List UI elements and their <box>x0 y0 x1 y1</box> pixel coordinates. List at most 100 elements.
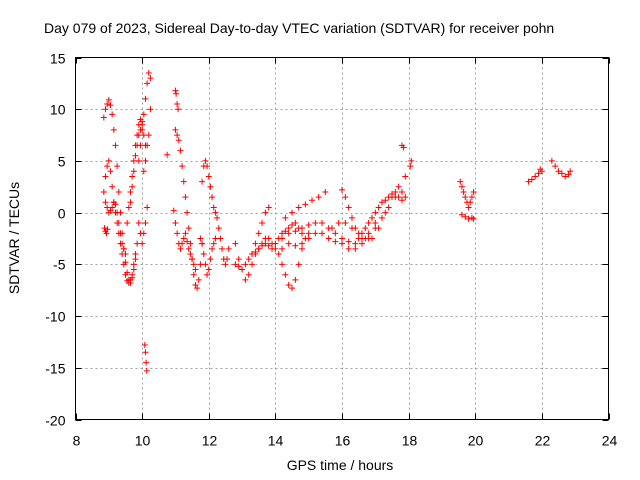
data-point <box>141 342 148 349</box>
data-point <box>372 219 379 226</box>
series-pass-g <box>135 70 154 164</box>
data-point <box>375 204 382 211</box>
data-point <box>107 102 114 109</box>
data-point <box>548 157 555 164</box>
data-point <box>299 245 306 252</box>
data-point <box>292 228 299 235</box>
data-point <box>177 245 184 252</box>
data-point <box>170 207 177 214</box>
y-tick-labels: -20 -15 -10 -5 0 5 10 15 <box>45 51 65 429</box>
series-pass-r <box>232 219 306 273</box>
data-point <box>172 219 179 226</box>
data-point <box>129 271 136 278</box>
series-pass-l <box>172 87 182 113</box>
data-point <box>232 261 239 268</box>
data-point <box>135 132 142 139</box>
data-point <box>400 144 407 151</box>
data-point <box>348 214 355 221</box>
data-point <box>255 230 262 237</box>
data-point <box>101 225 108 232</box>
data-point <box>245 256 252 263</box>
data-point <box>199 240 206 247</box>
data-point <box>365 235 372 242</box>
data-point <box>555 168 562 175</box>
data-point <box>302 201 309 208</box>
data-point <box>468 194 475 201</box>
data-point <box>184 209 191 216</box>
data-point <box>289 285 296 292</box>
data-point <box>102 106 109 113</box>
data-point <box>398 188 405 195</box>
data-point <box>408 157 415 164</box>
series-pass-d <box>101 225 111 237</box>
data-point <box>332 230 339 237</box>
data-point <box>102 173 109 180</box>
data-point <box>119 240 126 247</box>
data-point <box>130 261 137 268</box>
data-point <box>358 230 365 237</box>
series-pass-h <box>135 204 151 247</box>
grid-lines <box>75 57 609 420</box>
data-point <box>205 266 212 273</box>
data-point <box>265 204 272 211</box>
data-point <box>565 171 572 178</box>
data-point <box>144 80 151 87</box>
data-point <box>212 235 219 242</box>
data-point <box>385 204 392 211</box>
series-pass-p <box>197 235 219 278</box>
data-point <box>358 240 365 247</box>
data-point <box>210 240 217 247</box>
data-point <box>242 276 249 283</box>
data-point <box>174 101 181 108</box>
data-point <box>125 279 132 286</box>
data-point <box>339 235 345 242</box>
y-tick-label: -5 <box>53 257 66 273</box>
series-pass-s <box>249 204 272 258</box>
data-point <box>224 256 231 263</box>
data-point <box>342 219 349 226</box>
data-point <box>127 199 134 206</box>
series-pass-c <box>100 188 129 258</box>
data-point <box>103 230 110 237</box>
data-point <box>204 163 211 170</box>
data-point <box>295 204 302 211</box>
data-point <box>110 126 117 133</box>
data-point <box>315 194 322 201</box>
series-pass-ab <box>525 166 545 185</box>
data-point <box>292 242 299 249</box>
data-point <box>175 137 182 144</box>
data-point <box>352 225 359 232</box>
data-point <box>259 219 266 226</box>
series-pass-m <box>172 126 206 292</box>
data-point <box>552 163 559 170</box>
data-point <box>204 271 211 278</box>
data-point <box>305 235 312 242</box>
data-point <box>124 219 131 226</box>
data-point <box>528 176 535 183</box>
series-pass-x <box>398 142 407 151</box>
data-point <box>462 194 469 201</box>
data-point <box>140 230 147 237</box>
data-point <box>202 157 209 164</box>
data-point <box>209 245 216 252</box>
data-point <box>282 228 289 235</box>
data-point <box>105 157 112 164</box>
data-point <box>197 235 204 242</box>
data-point <box>172 126 179 133</box>
data-point <box>194 285 201 292</box>
data-point <box>185 225 192 232</box>
data-point <box>342 194 349 201</box>
data-point <box>100 114 107 121</box>
data-point <box>462 213 469 220</box>
data-point <box>279 230 286 237</box>
data-point <box>279 235 286 242</box>
data-point <box>122 251 129 258</box>
data-point <box>182 194 189 201</box>
x-tick-label: 14 <box>268 433 284 449</box>
data-point <box>185 245 192 252</box>
series-pass-b <box>102 157 141 286</box>
data-point <box>132 251 139 258</box>
data-point <box>398 197 405 204</box>
y-axis-label: SDTVAR / TECUs <box>6 182 22 294</box>
x-tick-label: 20 <box>468 433 484 449</box>
